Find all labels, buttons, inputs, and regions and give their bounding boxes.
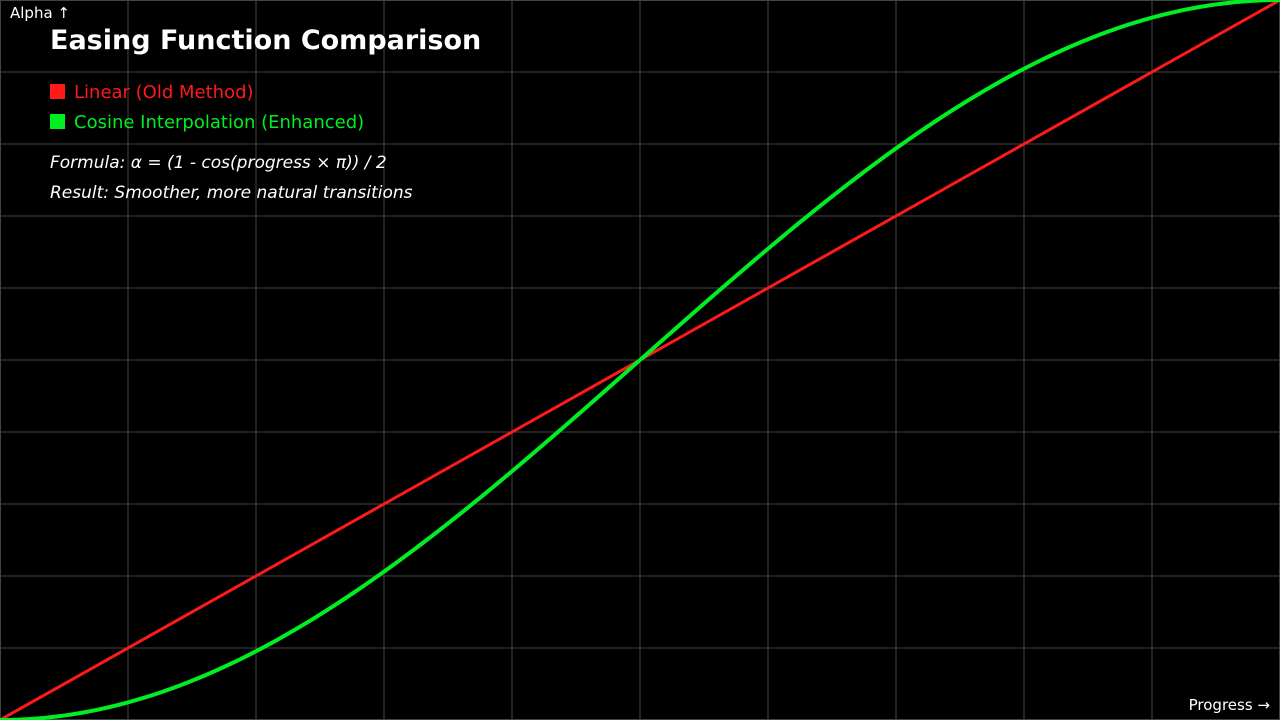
- easing-chart: [0, 0, 1280, 720]
- chart-series: [0, 0, 1280, 720]
- cosine-series-line: [0, 0, 1280, 720]
